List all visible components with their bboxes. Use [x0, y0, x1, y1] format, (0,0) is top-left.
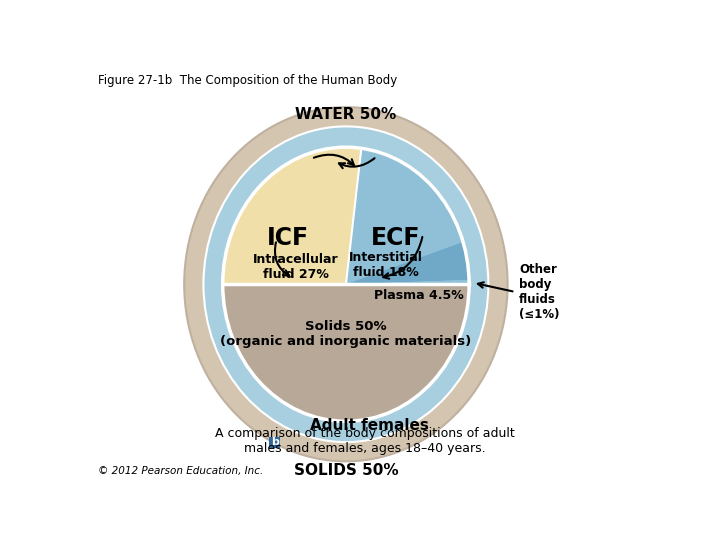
- Text: ICF: ICF: [267, 226, 309, 250]
- Text: Plasma 4.5%: Plasma 4.5%: [374, 289, 464, 302]
- Text: SOLIDS 50%: SOLIDS 50%: [294, 463, 398, 478]
- Text: Adult females: Adult females: [310, 417, 428, 433]
- Text: Solids 50%
(organic and inorganic materials): Solids 50% (organic and inorganic materi…: [220, 320, 472, 348]
- Ellipse shape: [184, 107, 508, 461]
- Text: © 2012 Pearson Education, Inc.: © 2012 Pearson Education, Inc.: [98, 467, 264, 476]
- Text: Figure 27-1b  The Composition of the Human Body: Figure 27-1b The Composition of the Huma…: [98, 74, 397, 87]
- Polygon shape: [222, 147, 361, 284]
- Text: Intracellular
fluid 27%: Intracellular fluid 27%: [253, 253, 338, 281]
- Text: ECF: ECF: [372, 226, 420, 250]
- Polygon shape: [346, 280, 469, 284]
- Ellipse shape: [204, 126, 488, 442]
- FancyBboxPatch shape: [269, 437, 281, 448]
- Text: Other
body
fluids
(≤1%): Other body fluids (≤1%): [519, 263, 559, 321]
- Text: A comparison of the body compositions of adult
males and females, ages 18–40 yea: A comparison of the body compositions of…: [215, 427, 515, 455]
- Polygon shape: [346, 242, 469, 284]
- Text: b: b: [271, 437, 279, 448]
- Polygon shape: [222, 147, 469, 284]
- Polygon shape: [346, 148, 463, 284]
- Text: WATER 50%: WATER 50%: [295, 107, 397, 123]
- Polygon shape: [222, 284, 469, 421]
- Text: Interstitial
fluid 18%: Interstitial fluid 18%: [349, 251, 423, 279]
